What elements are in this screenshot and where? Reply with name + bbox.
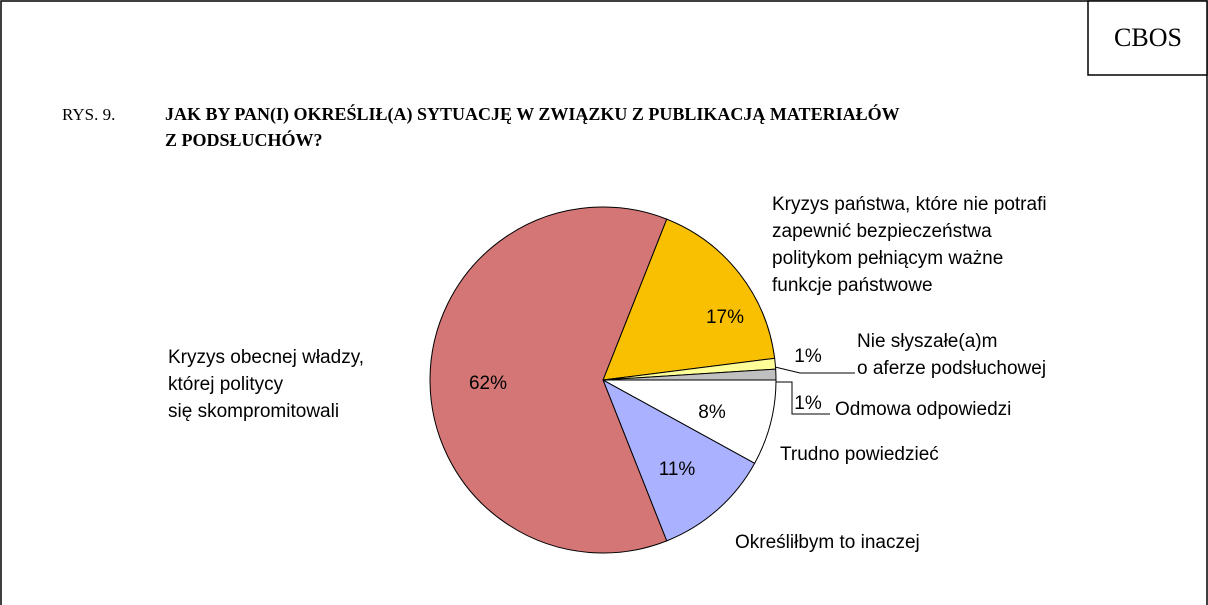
leader-line	[776, 381, 830, 415]
value-label: 11%	[659, 459, 696, 480]
badge-box	[1087, 0, 1208, 76]
value-label: 1%	[794, 346, 822, 367]
category-label: Nie słyszałe(a)m o aferze podsłuchowej	[857, 331, 1046, 379]
badge: CBOS	[1114, 23, 1182, 52]
value-label: 1%	[794, 393, 822, 414]
value-label: 8%	[698, 402, 726, 423]
pie-slice	[602, 378, 756, 542]
figure-number: RYS. 9.	[62, 105, 115, 124]
category-label: Kryzys obecnej władzy, której politycy się…	[168, 347, 364, 422]
pie-slice	[429, 206, 668, 554]
leader-line	[774, 366, 855, 374]
category-label: Kryzys państwa, które nie potrafi zapewni…	[772, 194, 1047, 296]
value-label: 62%	[469, 373, 507, 394]
category-label: Określiłbym to inaczej	[735, 532, 920, 553]
category-label: Odmowa odpowiedzi	[835, 399, 1011, 420]
value-label: 17%	[706, 307, 744, 328]
chart-title: JAK BY PAN(I) OKREŚLIŁ(A) SYTUACJĘ W ZWI…	[165, 103, 900, 150]
pie-slice	[602, 218, 776, 381]
category-label: Trudno powiedzieć	[780, 444, 939, 465]
